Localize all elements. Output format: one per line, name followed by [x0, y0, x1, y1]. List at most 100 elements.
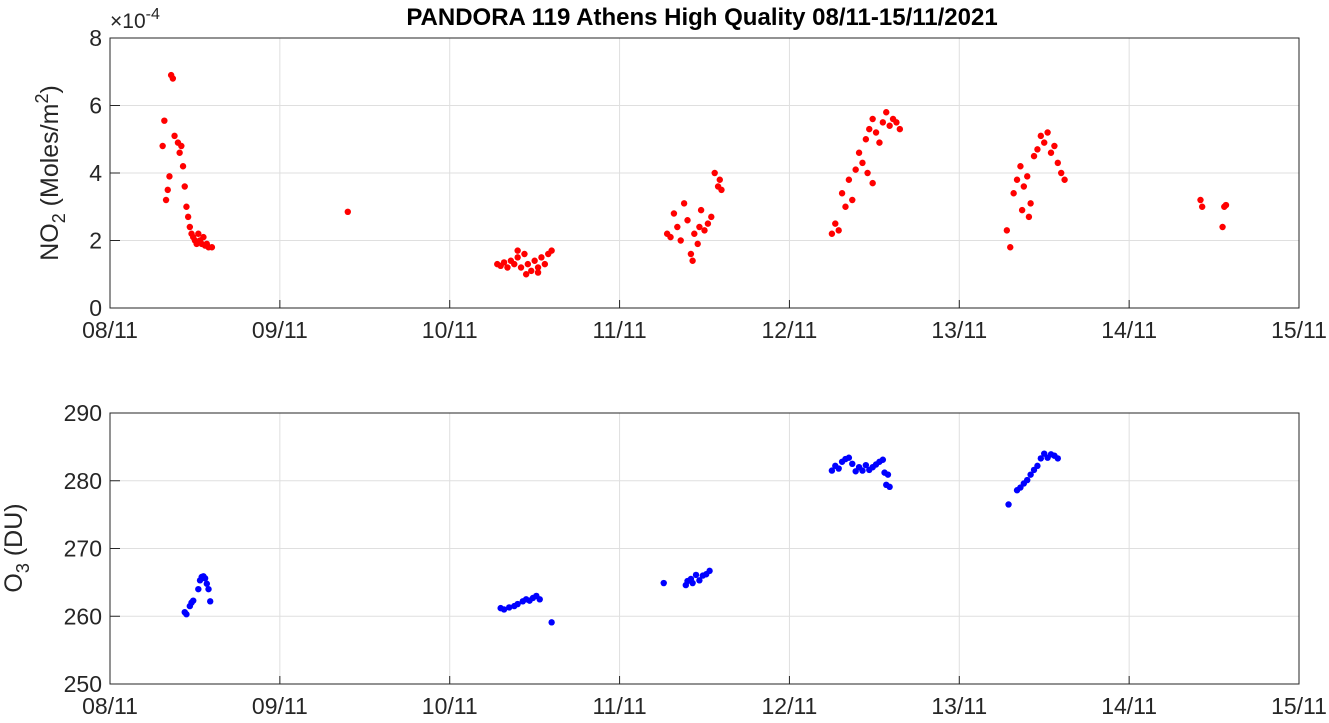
- no2-data-point: [534, 264, 542, 271]
- no2-data-point: [872, 129, 880, 136]
- no2-data-point: [344, 208, 351, 216]
- o3-data-point: [205, 585, 212, 593]
- no2-data-point: [835, 227, 842, 234]
- no2-data-point: [181, 183, 188, 190]
- o3-data-point: [500, 606, 508, 613]
- o3-y-axis-label: O3 (DU): [0, 503, 33, 592]
- o3-data-point: [886, 483, 893, 491]
- no2-data-point: [852, 166, 859, 173]
- o3-x-tick-label: 12/11: [761, 693, 817, 719]
- o3-x-tick-label: 09/11: [252, 693, 308, 719]
- o3-data-point: [190, 597, 197, 604]
- o3-data-point: [207, 598, 214, 605]
- no2-x-tick-label: 13/11: [931, 317, 987, 343]
- no2-data-point: [883, 109, 890, 116]
- no2-data-point: [886, 122, 893, 129]
- no2-data-point: [711, 169, 718, 177]
- no2-y-axis-label: NO2 (Moles/m2): [32, 85, 69, 261]
- no2-y-tick-label: 6: [89, 93, 102, 119]
- no2-data-point: [1003, 227, 1011, 234]
- no2-y-tick-label: 2: [89, 228, 102, 254]
- no2-data-point: [514, 254, 521, 261]
- no2-data-point: [869, 179, 876, 187]
- no2-x-tick-label: 14/11: [1101, 317, 1157, 343]
- no2-data-point: [1024, 173, 1031, 180]
- no2-y-tick-label: 8: [89, 25, 102, 51]
- no2-y-tick-label: 4: [89, 160, 102, 186]
- no2-data-point: [708, 213, 715, 221]
- no2-data-point: [504, 264, 511, 271]
- no2-data-point: [718, 186, 725, 194]
- o3-x-tick-label: 11/11: [592, 693, 646, 719]
- no2-data-point: [162, 196, 170, 204]
- no2-data-point: [522, 271, 530, 278]
- no2-data-point: [178, 142, 185, 150]
- no2-data-point: [186, 223, 194, 231]
- no2-data-point: [1047, 149, 1055, 156]
- o3-data-point: [879, 456, 887, 463]
- no2-data-point: [866, 125, 873, 133]
- o3-data-point: [696, 577, 703, 584]
- o3-y-tick-label: 270: [64, 536, 102, 562]
- no2-data-point: [1044, 129, 1051, 136]
- no2-data-point: [541, 260, 549, 268]
- no2-data-point: [689, 257, 696, 264]
- o3-y-tick-label: 250: [64, 671, 102, 697]
- no2-data-point: [828, 230, 836, 237]
- no2-data-point: [1013, 176, 1021, 183]
- no2-data-point: [534, 269, 542, 276]
- no2-data-point: [677, 237, 684, 244]
- no2-data-point: [862, 136, 870, 143]
- no2-data-point: [514, 247, 521, 254]
- no2-data-point: [896, 125, 904, 133]
- o3-data-point: [1024, 476, 1031, 484]
- no2-data-point: [1020, 183, 1028, 190]
- no2-data-point: [511, 260, 518, 268]
- no2-data-point: [1198, 203, 1206, 210]
- chart-title: PANDORA 119 Athens High Quality 08/11-15…: [406, 4, 997, 31]
- o3-data-point: [835, 465, 842, 472]
- no2-data-point: [1034, 146, 1041, 153]
- no2-data-point: [842, 203, 849, 210]
- no2-data-point: [1054, 159, 1062, 167]
- o3-data-point: [828, 467, 836, 474]
- no2-data-point: [1219, 223, 1226, 231]
- o3-x-tick-label: 13/11: [931, 693, 987, 719]
- no2-data-point: [524, 260, 532, 268]
- no2-data-point: [161, 117, 168, 124]
- o3-y-ticks: 250 260 270 280 290: [64, 400, 120, 697]
- no2-data-point: [531, 257, 538, 264]
- no2-data-point: [521, 250, 528, 258]
- no2-data-point: [179, 163, 187, 170]
- no2-multiplier: ×10-4: [110, 6, 160, 33]
- no2-x-tick-label: 10/11: [422, 317, 478, 343]
- no2-data-point: [171, 132, 178, 140]
- no2-data-point: [176, 149, 183, 156]
- o3-data-point: [1027, 471, 1034, 478]
- no2-data-point: [517, 264, 525, 271]
- no2-data-point: [876, 139, 883, 146]
- o3-data-point: [505, 604, 513, 611]
- o3-data-point: [1037, 455, 1045, 462]
- no2-x-tick-label: 12/11: [761, 317, 817, 343]
- no2-data-point: [687, 250, 695, 258]
- o3-data-point: [706, 567, 713, 575]
- o3-data-point: [692, 571, 700, 579]
- o3-points: [181, 450, 1062, 626]
- no2-data-point: [1010, 190, 1017, 197]
- no2-data-point: [548, 247, 555, 254]
- o3-data-point: [689, 579, 696, 587]
- no2-data-point: [864, 169, 871, 177]
- o3-data-point: [536, 596, 543, 603]
- o3-panel: 08/11 09/11 10/11 11/11 12/11 13/11 14/11 15/11…: [0, 400, 1327, 719]
- o3-data-point: [660, 579, 667, 587]
- no2-data-point: [670, 210, 678, 217]
- no2-data-point: [1058, 169, 1065, 177]
- o3-data-point: [862, 461, 870, 469]
- no2-data-point: [879, 119, 887, 126]
- no2-panel: 08/11 09/11 10/11 11/11 12/11 13/11 14/11 15/11…: [32, 6, 1327, 343]
- o3-data-point: [1054, 455, 1062, 462]
- o3-y-tick-label: 280: [64, 468, 102, 494]
- no2-data-point: [208, 244, 216, 251]
